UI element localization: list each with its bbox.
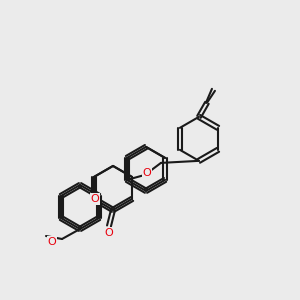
Text: O: O xyxy=(91,194,99,204)
Text: O: O xyxy=(142,168,151,178)
Text: O: O xyxy=(48,237,56,247)
Text: O: O xyxy=(105,228,113,238)
